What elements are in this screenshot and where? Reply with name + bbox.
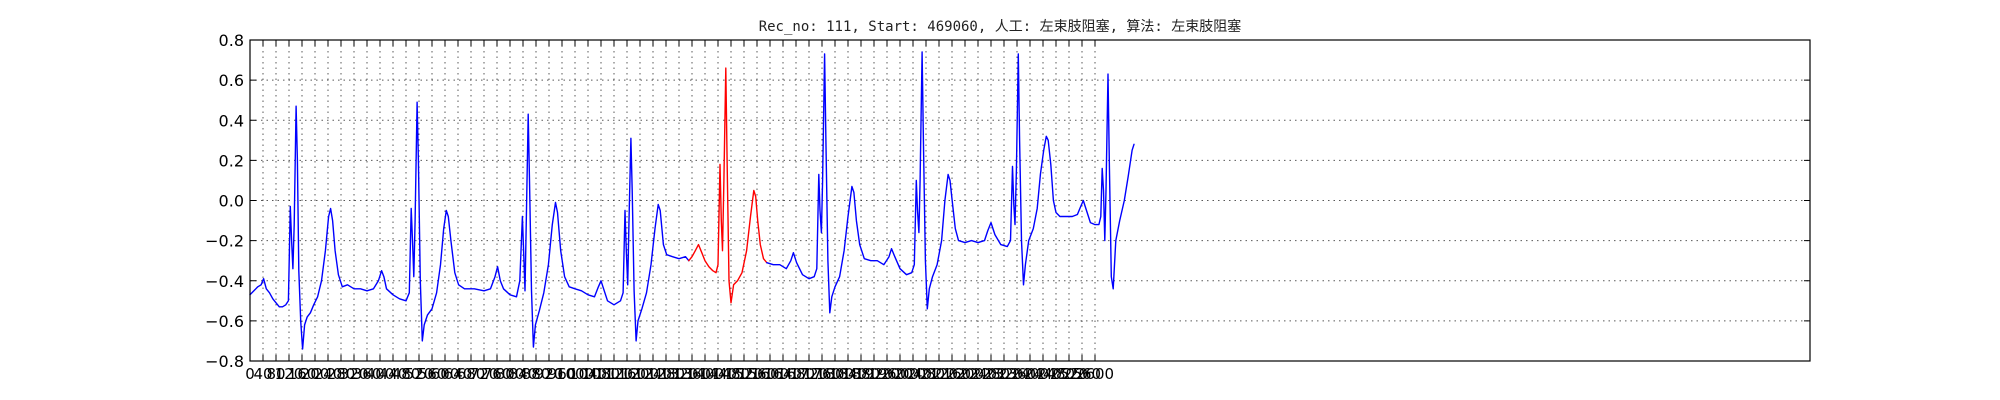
ecg-series-line-3 [766, 51, 1135, 314]
x-tick-label: 680 [457, 365, 486, 383]
x-tick-label: 2320 [985, 365, 1023, 383]
x-tick-label: 1160 [608, 365, 646, 383]
y-tick-label: 0.8 [219, 31, 244, 50]
x-tick-label: 1080 [582, 365, 620, 383]
x-tick-label: 1040 [569, 365, 607, 383]
x-tick-label: 1360 [673, 365, 711, 383]
x-tick-label: 1920 [855, 365, 893, 383]
y-tick-label: 0.6 [219, 71, 244, 90]
x-tick-label: 1440 [699, 365, 737, 383]
x-tick-label: 760 [483, 365, 512, 383]
x-tick-label: 640 [444, 365, 473, 383]
x-tick-label: 200 [301, 365, 330, 383]
x-tick-label: 1120 [595, 365, 633, 383]
ecg-series-line-1 [249, 101, 690, 350]
x-tick-label: 280 [327, 365, 356, 383]
x-tick-label: 160 [288, 365, 317, 383]
x-tick-label: 2160 [933, 365, 971, 383]
x-tick-label: 360 [353, 365, 382, 383]
x-tick-label: 320 [340, 365, 369, 383]
x-tick-label: 1200 [621, 365, 659, 383]
x-tick-label: 720 [470, 365, 499, 383]
x-tick-label: 960 [548, 365, 577, 383]
y-tick-label: −0.4 [205, 272, 244, 291]
x-tick-label: 1760 [803, 365, 841, 383]
x-tick-label: 480 [392, 365, 421, 383]
chart-title: Rec_no: 111, Start: 469060, 人工: 左束肢阻塞, 算… [759, 18, 1242, 35]
x-tick-label: 2400 [1011, 365, 1049, 383]
x-tick-label: 0 [245, 365, 255, 383]
x-tick-label: 1400 [686, 365, 724, 383]
axis-ticks: −0.8−0.6−0.4−0.20.00.20.40.60.8040801201… [205, 31, 1810, 383]
x-tick-label: 2000 [881, 365, 919, 383]
x-tick-label: 1320 [660, 365, 698, 383]
x-tick-label: 1280 [647, 365, 685, 383]
ecg-series-line-2 [688, 67, 768, 304]
x-tick-label: 520 [405, 365, 434, 383]
x-tick-label: 1000 [556, 365, 594, 383]
x-tick-label: 400 [366, 365, 395, 383]
x-tick-label: 560 [418, 365, 447, 383]
x-tick-label: 920 [535, 365, 564, 383]
x-tick-label: 2480 [1037, 365, 1075, 383]
y-tick-label: −0.2 [205, 232, 244, 251]
x-tick-label: 1720 [790, 365, 828, 383]
x-tick-label: 600 [431, 365, 460, 383]
x-tick-label: 2440 [1024, 365, 1062, 383]
y-tick-label: −0.6 [205, 312, 244, 331]
x-tick-label: 2280 [972, 365, 1010, 383]
x-tick-label: 1480 [712, 365, 750, 383]
x-tick-label: 2240 [959, 365, 997, 383]
y-tick-label: −0.8 [205, 352, 244, 371]
x-tick-label: 40 [253, 365, 272, 383]
y-tick-label: 0.2 [219, 151, 244, 170]
x-tick-label: 2080 [907, 365, 945, 383]
x-tick-label: 880 [522, 365, 551, 383]
x-tick-label: 1800 [816, 365, 854, 383]
x-tick-label: 80 [266, 365, 285, 383]
x-tick-label: 1680 [777, 365, 815, 383]
x-tick-label: 440 [379, 365, 408, 383]
series-layer [249, 51, 1135, 350]
x-tick-label: 2200 [946, 365, 984, 383]
x-tick-label: 1840 [829, 365, 867, 383]
x-tick-label: 120 [275, 365, 304, 383]
x-tick-label: 1600 [751, 365, 789, 383]
x-tick-label: 1240 [634, 365, 672, 383]
x-tick-label: 2120 [920, 365, 958, 383]
x-tick-label: 2360 [998, 365, 1036, 383]
x-tick-label: 240 [314, 365, 343, 383]
x-tick-label: 2040 [894, 365, 932, 383]
x-tick-label: 1640 [764, 365, 802, 383]
x-tick-label: 1960 [868, 365, 906, 383]
x-tick-label: 1880 [842, 365, 880, 383]
x-tick-label: 800 [496, 365, 525, 383]
y-tick-label: 0.0 [219, 192, 244, 211]
x-tick-label: 2600 [1076, 365, 1114, 383]
y-tick-label: 0.4 [219, 111, 244, 130]
x-tick-label: 1520 [725, 365, 763, 383]
x-tick-label: 2560 [1063, 365, 1101, 383]
x-tick-label: 840 [509, 365, 538, 383]
x-tick-label: 1560 [738, 365, 776, 383]
x-tick-label: 2520 [1050, 365, 1088, 383]
grid [250, 40, 1810, 361]
